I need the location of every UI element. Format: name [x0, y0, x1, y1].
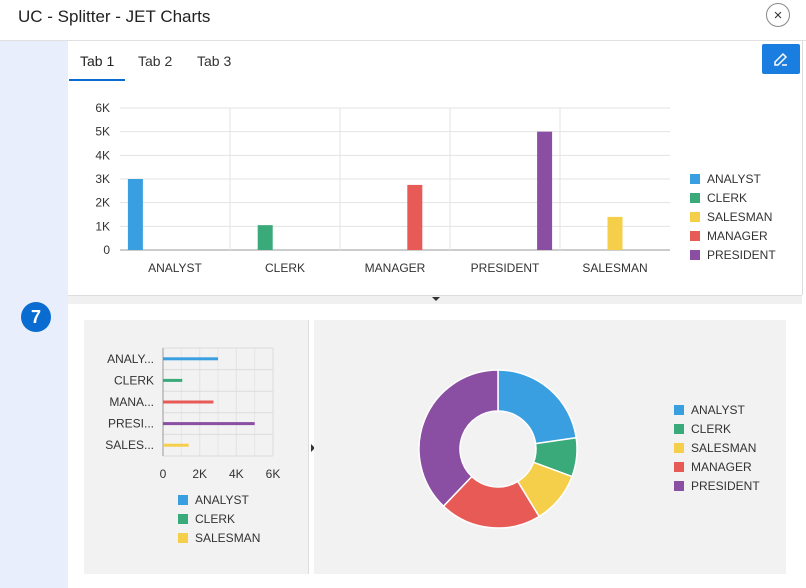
legend-label-clerk[interactable]: CLERK — [195, 512, 235, 526]
legend-swatch-salesman[interactable] — [178, 533, 188, 543]
y-tick-label: 6K — [95, 101, 110, 115]
y-tick-label: 0 — [103, 243, 110, 257]
edit-button[interactable] — [762, 44, 800, 74]
legend-label-president[interactable]: PRESIDENT — [691, 479, 760, 493]
y-tick-label: PRESI... — [108, 417, 154, 431]
legend-swatch-clerk[interactable] — [674, 424, 684, 434]
bottom-right-donut-chart: ANALYST CLERK SALESMAN MANAGER PRESIDENT — [418, 369, 760, 529]
legend-label-analyst[interactable]: ANALYST — [195, 493, 249, 507]
edit-icon — [774, 52, 788, 66]
y-tick-label: 5K — [95, 125, 110, 139]
tab-3[interactable]: Tab 3 — [197, 53, 232, 69]
legend-label-analyst[interactable]: ANALYST — [707, 172, 761, 186]
close-button[interactable]: × — [766, 3, 790, 27]
top-panel: Tab 1 Tab 2 Tab 3 0 1K 2K 3K 4K 5K 6K ANALYST CL… — [68, 41, 803, 295]
slice-president[interactable] — [418, 369, 499, 508]
x-tick-label: 0 — [160, 467, 167, 481]
legend-swatch-salesman[interactable] — [674, 443, 684, 453]
legend-label-clerk[interactable]: CLERK — [691, 422, 731, 436]
legend-label-manager[interactable]: MANAGER — [707, 229, 768, 243]
x-tick-label: 2K — [192, 467, 207, 481]
bottom-right-chart-panel: ANALYST CLERK SALESMAN MANAGER PRESIDENT — [314, 320, 786, 574]
y-tick-label: 4K — [95, 148, 110, 162]
legend-label-salesman[interactable]: SALESMAN — [707, 210, 772, 224]
bar-president[interactable] — [537, 131, 553, 250]
dialog-title: UC - Splitter - JET Charts — [18, 7, 211, 26]
tab-2[interactable]: Tab 2 — [138, 53, 173, 69]
tab-bar: Tab 1 Tab 2 Tab 3 — [68, 41, 802, 81]
close-icon: × — [773, 6, 783, 24]
collapse-down-icon[interactable] — [432, 297, 440, 301]
x-tick-label: 6K — [266, 467, 281, 481]
legend-swatch-salesman[interactable] — [690, 212, 700, 222]
bottom-left-chart-panel: 0 2K 4K 6K ANALY... CLERK MANA... PRESI... SALES… — [84, 320, 308, 574]
x-tick-label: SALESMAN — [582, 261, 647, 275]
legend-label-president[interactable]: PRESIDENT — [707, 248, 776, 262]
slice-analyst[interactable] — [497, 369, 578, 445]
bar-salesman[interactable] — [163, 443, 189, 447]
legend-swatch-clerk[interactable] — [690, 193, 700, 203]
region-badge: 7 — [21, 302, 51, 332]
bar-manager[interactable] — [163, 400, 214, 404]
y-tick-label: CLERK — [114, 373, 154, 387]
bar-manager[interactable] — [407, 184, 423, 250]
legend-swatch-analyst[interactable] — [674, 405, 684, 415]
legend-swatch-manager[interactable] — [674, 462, 684, 472]
x-tick-label: PRESIDENT — [471, 261, 540, 275]
bar-president[interactable] — [163, 422, 255, 426]
bar-clerk[interactable] — [257, 225, 273, 250]
legend-swatch-manager[interactable] — [690, 231, 700, 241]
legend-swatch-president[interactable] — [674, 481, 684, 491]
legend-swatch-president[interactable] — [690, 250, 700, 260]
bar-clerk[interactable] — [163, 378, 183, 382]
legend-label-clerk[interactable]: CLERK — [707, 191, 747, 205]
legend-swatch-analyst[interactable] — [690, 174, 700, 184]
x-tick-label: CLERK — [265, 261, 305, 275]
top-salary-bar-chart: 0 1K 2K 3K 4K 5K 6K ANALYST CLERK MANAGER PRESIDEN… — [95, 101, 776, 275]
legend-label-salesman[interactable]: SALESMAN — [195, 531, 260, 545]
legend-label-analyst[interactable]: ANALYST — [691, 403, 745, 417]
legend-swatch-clerk[interactable] — [178, 514, 188, 524]
y-tick-label: 3K — [95, 172, 110, 186]
bottom-left-hbar-chart: 0 2K 4K 6K ANALY... CLERK MANA... PRESI... SALES… — [105, 347, 281, 545]
bar-analyst[interactable] — [163, 357, 218, 361]
x-tick-label: ANALYST — [148, 261, 202, 275]
y-tick-label: MANA... — [109, 395, 154, 409]
legend-label-manager[interactable]: MANAGER — [691, 460, 752, 474]
x-tick-label: 4K — [229, 467, 244, 481]
bar-salesman[interactable] — [607, 216, 623, 250]
vertical-splitter[interactable] — [308, 320, 315, 574]
bar-analyst[interactable] — [127, 179, 143, 250]
legend-swatch-analyst[interactable] — [178, 495, 188, 505]
dialog-titlebar: UC - Splitter - JET Charts × — [0, 0, 806, 41]
legend-label-salesman[interactable]: SALESMAN — [691, 441, 756, 455]
y-tick-label: 2K — [95, 196, 110, 210]
collapse-right-icon[interactable] — [311, 444, 315, 452]
active-tab-indicator — [69, 79, 125, 81]
y-tick-label: SALES... — [105, 438, 154, 452]
tab-1[interactable]: Tab 1 — [80, 53, 115, 69]
x-tick-label: MANAGER — [365, 261, 426, 275]
y-tick-label: ANALY... — [107, 352, 154, 366]
bottom-panel: 0 2K 4K 6K ANALY... CLERK MANA... PRESI... SALES… — [68, 304, 802, 588]
y-tick-label: 1K — [95, 219, 110, 233]
